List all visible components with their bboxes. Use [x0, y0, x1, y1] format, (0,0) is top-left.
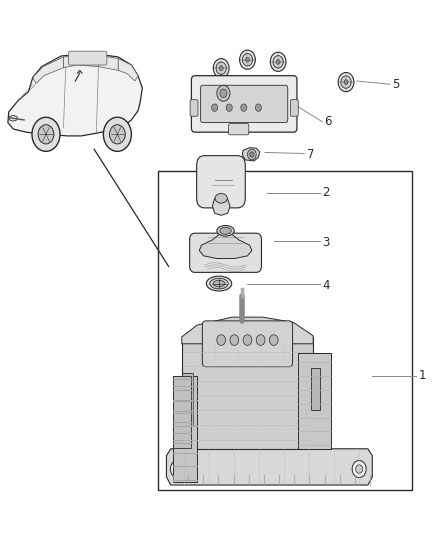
Circle shape [110, 125, 125, 144]
Circle shape [352, 461, 366, 478]
Circle shape [241, 104, 247, 111]
Bar [173, 376, 191, 448]
Circle shape [273, 55, 283, 68]
Circle shape [338, 72, 354, 92]
Polygon shape [118, 59, 138, 81]
Polygon shape [212, 198, 230, 215]
Text: 7: 7 [307, 148, 314, 161]
Circle shape [32, 117, 60, 151]
Circle shape [245, 57, 249, 62]
Circle shape [230, 335, 239, 345]
FancyBboxPatch shape [190, 100, 198, 116]
FancyBboxPatch shape [197, 156, 245, 208]
FancyBboxPatch shape [68, 51, 107, 65]
Text: 3: 3 [322, 236, 329, 249]
Circle shape [213, 59, 229, 78]
Ellipse shape [215, 193, 227, 203]
Ellipse shape [217, 225, 234, 236]
Polygon shape [64, 54, 118, 70]
Circle shape [250, 152, 254, 157]
Polygon shape [33, 57, 64, 84]
Text: 5: 5 [392, 78, 399, 91]
FancyBboxPatch shape [191, 76, 297, 132]
Polygon shape [182, 317, 313, 344]
Polygon shape [242, 148, 260, 161]
Ellipse shape [210, 278, 228, 289]
Circle shape [216, 62, 226, 75]
FancyBboxPatch shape [190, 233, 261, 272]
Circle shape [170, 461, 184, 478]
Ellipse shape [220, 227, 231, 235]
Circle shape [256, 335, 265, 345]
Ellipse shape [206, 276, 232, 291]
Circle shape [240, 50, 255, 69]
Bar [237, 321, 247, 337]
Circle shape [220, 89, 227, 98]
Bar [173, 376, 197, 482]
Circle shape [226, 104, 232, 111]
Bar [182, 373, 193, 426]
Circle shape [276, 59, 280, 64]
Circle shape [219, 66, 223, 70]
Text: 4: 4 [322, 279, 329, 292]
Bar [298, 353, 331, 449]
Polygon shape [166, 449, 372, 485]
Circle shape [356, 465, 363, 473]
Circle shape [103, 117, 131, 151]
Polygon shape [199, 235, 252, 259]
Bar [311, 368, 320, 410]
FancyBboxPatch shape [202, 321, 293, 367]
Circle shape [344, 79, 348, 84]
Circle shape [243, 335, 252, 345]
Circle shape [269, 335, 278, 345]
Ellipse shape [213, 280, 225, 287]
Polygon shape [8, 53, 142, 136]
Text: 6: 6 [324, 115, 332, 128]
Text: 1: 1 [418, 369, 426, 382]
Circle shape [255, 104, 261, 111]
Circle shape [217, 335, 226, 345]
Circle shape [174, 465, 181, 473]
Circle shape [242, 53, 253, 66]
Circle shape [217, 85, 230, 101]
Text: 2: 2 [322, 187, 329, 199]
Circle shape [38, 125, 54, 144]
Circle shape [341, 76, 351, 88]
Circle shape [270, 52, 286, 71]
Circle shape [247, 149, 256, 160]
Bar [182, 337, 313, 449]
Bar [158, 171, 412, 490]
Ellipse shape [9, 116, 18, 121]
FancyBboxPatch shape [290, 100, 298, 116]
FancyBboxPatch shape [201, 85, 288, 123]
FancyBboxPatch shape [229, 124, 249, 135]
Circle shape [212, 104, 218, 111]
